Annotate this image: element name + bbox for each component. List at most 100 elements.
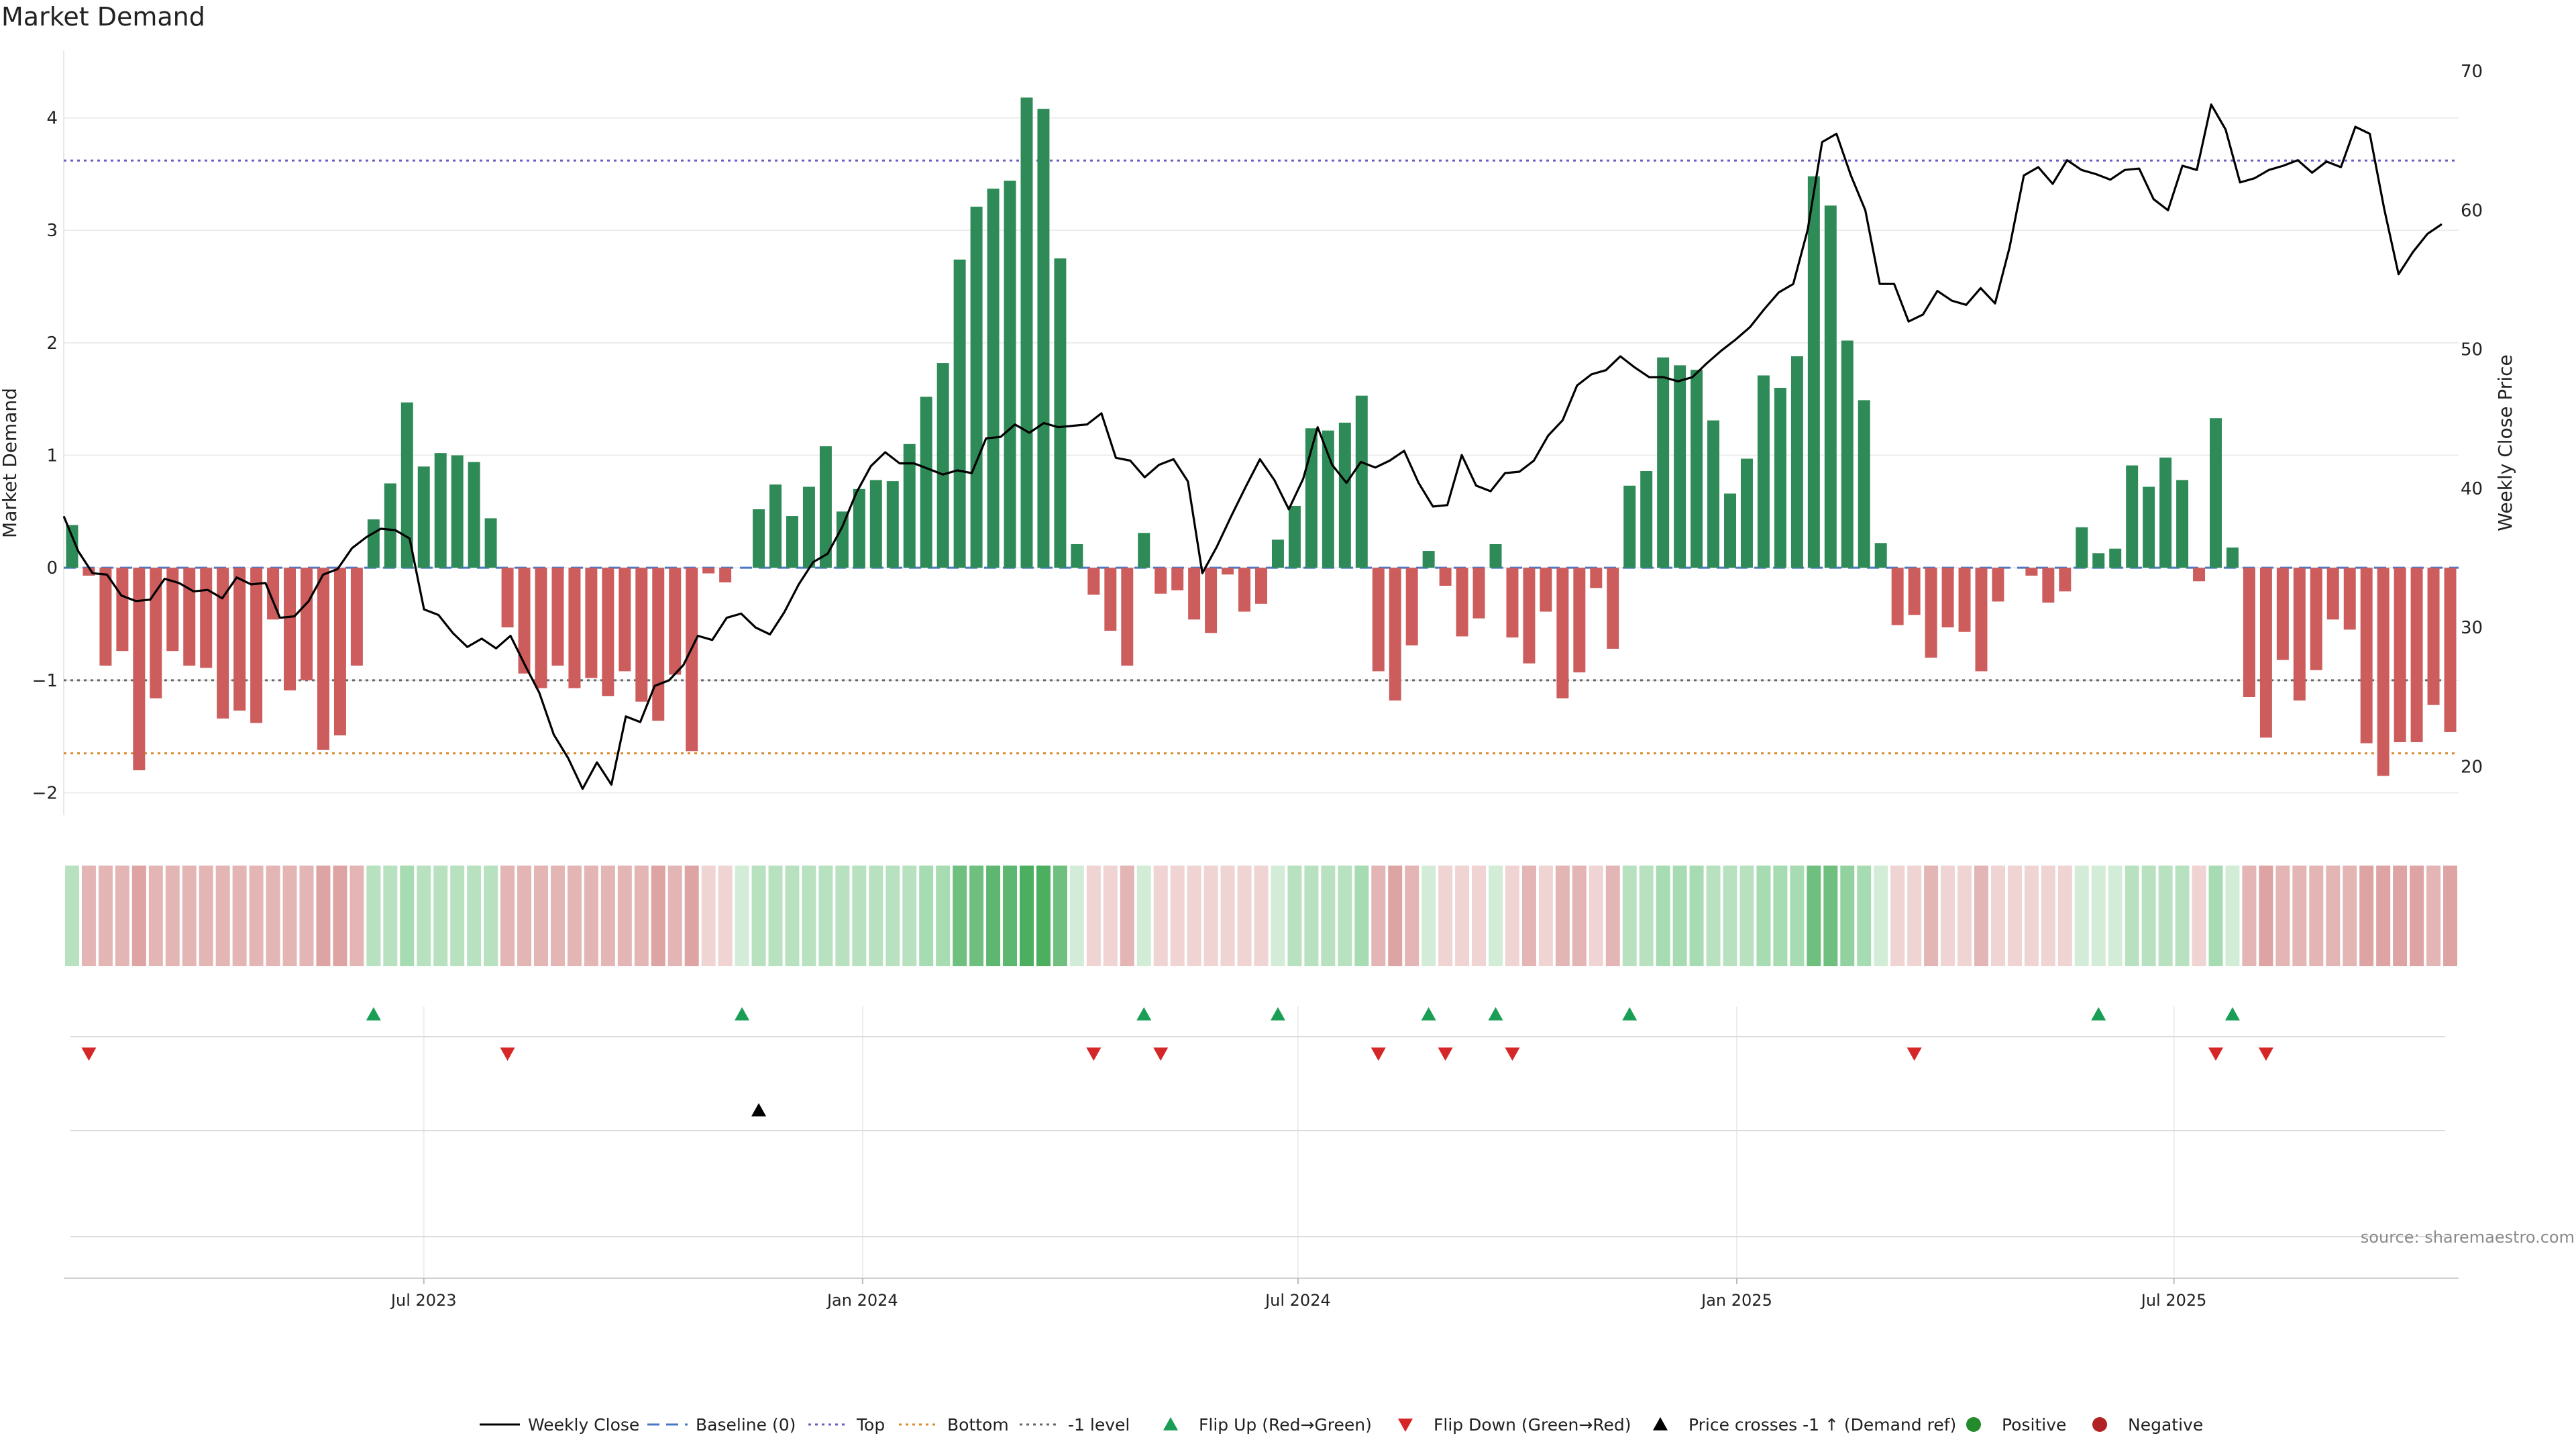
demand-bar [602, 568, 614, 696]
demand-bar [350, 568, 363, 666]
demand-bar [1858, 400, 1870, 568]
y-tick-label-left: 1 [46, 446, 58, 466]
demand-bar [434, 453, 447, 568]
strip-cell [1538, 866, 1553, 966]
strip-cell [902, 866, 917, 966]
strip-cell [852, 866, 867, 966]
demand-bar [2126, 465, 2139, 568]
strip-cell [1874, 866, 1888, 966]
y-axis-label-left: Market Demand [0, 388, 21, 538]
strip-cell [1773, 866, 1788, 966]
strip-cell [2393, 866, 2408, 966]
x-axis: Jul 2023 Jan 2024 Jul 2024 Jan 2025 Jul 2025 [390, 1278, 2207, 1310]
strip-cell [2192, 866, 2206, 966]
demand-bar [2076, 527, 2088, 568]
demand-bar [1607, 568, 1619, 649]
strip-cell [1706, 866, 1721, 966]
demand-bar [1975, 568, 1988, 672]
legend-label: Baseline (0) [696, 1415, 796, 1435]
strip-cell [1020, 866, 1034, 966]
strip-cell [1036, 866, 1051, 966]
strip-cell [215, 866, 230, 966]
source-note: source: sharemaestro.com [2361, 1228, 2575, 1247]
demand-bar [451, 455, 464, 568]
demand-bar [2193, 568, 2206, 582]
strip-cell [584, 866, 598, 966]
strip-cell [517, 866, 532, 966]
strip-cell [1656, 866, 1670, 966]
strip-cell [2158, 866, 2173, 966]
demand-bar [1891, 568, 1904, 625]
strip-cell [1203, 866, 1218, 966]
flip-up-marker [1136, 1007, 1152, 1021]
strip-cell [684, 866, 699, 966]
strip-cell [550, 866, 565, 966]
y-tick-label-right: 70 [2461, 62, 2483, 82]
strip-cell [282, 866, 297, 966]
strip-cell [1505, 866, 1519, 966]
strip-cell [1354, 866, 1369, 966]
strip-cell [751, 866, 766, 966]
demand-bar [2360, 568, 2373, 743]
demand-bar [1155, 568, 1167, 594]
strip-cell [2141, 866, 2156, 966]
y-tick-label-left: −2 [32, 783, 58, 803]
demand-bar [400, 402, 413, 568]
demand-bar [2159, 457, 2172, 568]
strip-cell [2443, 866, 2458, 966]
demand-bar [1138, 533, 1150, 568]
demand-bar [1271, 539, 1284, 568]
demand-bar [233, 568, 246, 711]
demand-bar [1389, 568, 1401, 701]
flip-down-marker [2208, 1047, 2224, 1061]
strip-cell [1304, 866, 1319, 966]
demand-bar [2444, 568, 2457, 732]
demand-bar [1908, 568, 1921, 615]
demand-bar [284, 568, 297, 690]
demand-bar [619, 568, 631, 672]
strip-cell [1271, 866, 1285, 966]
demand-bar [551, 568, 564, 666]
demand-bar [1405, 568, 1418, 645]
y-tick-label-right: 60 [2461, 201, 2483, 221]
strip-cell [266, 866, 280, 966]
strip-cell [1974, 866, 1988, 966]
strip-cell [1338, 866, 1352, 966]
demand-bar [568, 568, 581, 688]
y-axis-label-right: Weekly Close Price [2494, 354, 2516, 531]
strip-cell [199, 866, 213, 966]
strip-cell [500, 866, 515, 966]
demand-bar [217, 568, 229, 719]
strip-cell [1405, 866, 1419, 966]
strip-cell [1790, 866, 1805, 966]
event-markers-panel [64, 1007, 2459, 1279]
demand-bar [1807, 176, 1820, 568]
demand-bar [1322, 430, 1334, 568]
strip-cell [1756, 866, 1771, 966]
demand-bar [1087, 568, 1100, 595]
demand-bar [1472, 568, 1485, 619]
demand-bar [2394, 568, 2406, 743]
strip-cell [785, 866, 800, 966]
flip-up-marker [2091, 1007, 2106, 1021]
demand-bar [501, 568, 514, 628]
strip-cell [1572, 866, 1587, 966]
strip-cell [567, 866, 582, 966]
flip-down-marker [81, 1047, 97, 1061]
strip-cell [1924, 866, 1939, 966]
flip-down-marker [1086, 1047, 1102, 1061]
demand-bar [2092, 553, 2105, 568]
strip-cell [936, 866, 951, 966]
strip-cell [2259, 866, 2273, 966]
demand-bar [1556, 568, 1569, 698]
strip-cell [383, 866, 398, 966]
demand-bar [317, 568, 329, 750]
strip-cell [634, 866, 649, 966]
strip-cell [1003, 866, 1018, 966]
strip-cell [1371, 866, 1386, 966]
demand-bar [535, 568, 547, 688]
x-tick-label: Jul 2025 [2140, 1291, 2207, 1310]
demand-bar [468, 462, 480, 568]
demand-bar [786, 516, 798, 568]
demand-bar [719, 568, 732, 582]
